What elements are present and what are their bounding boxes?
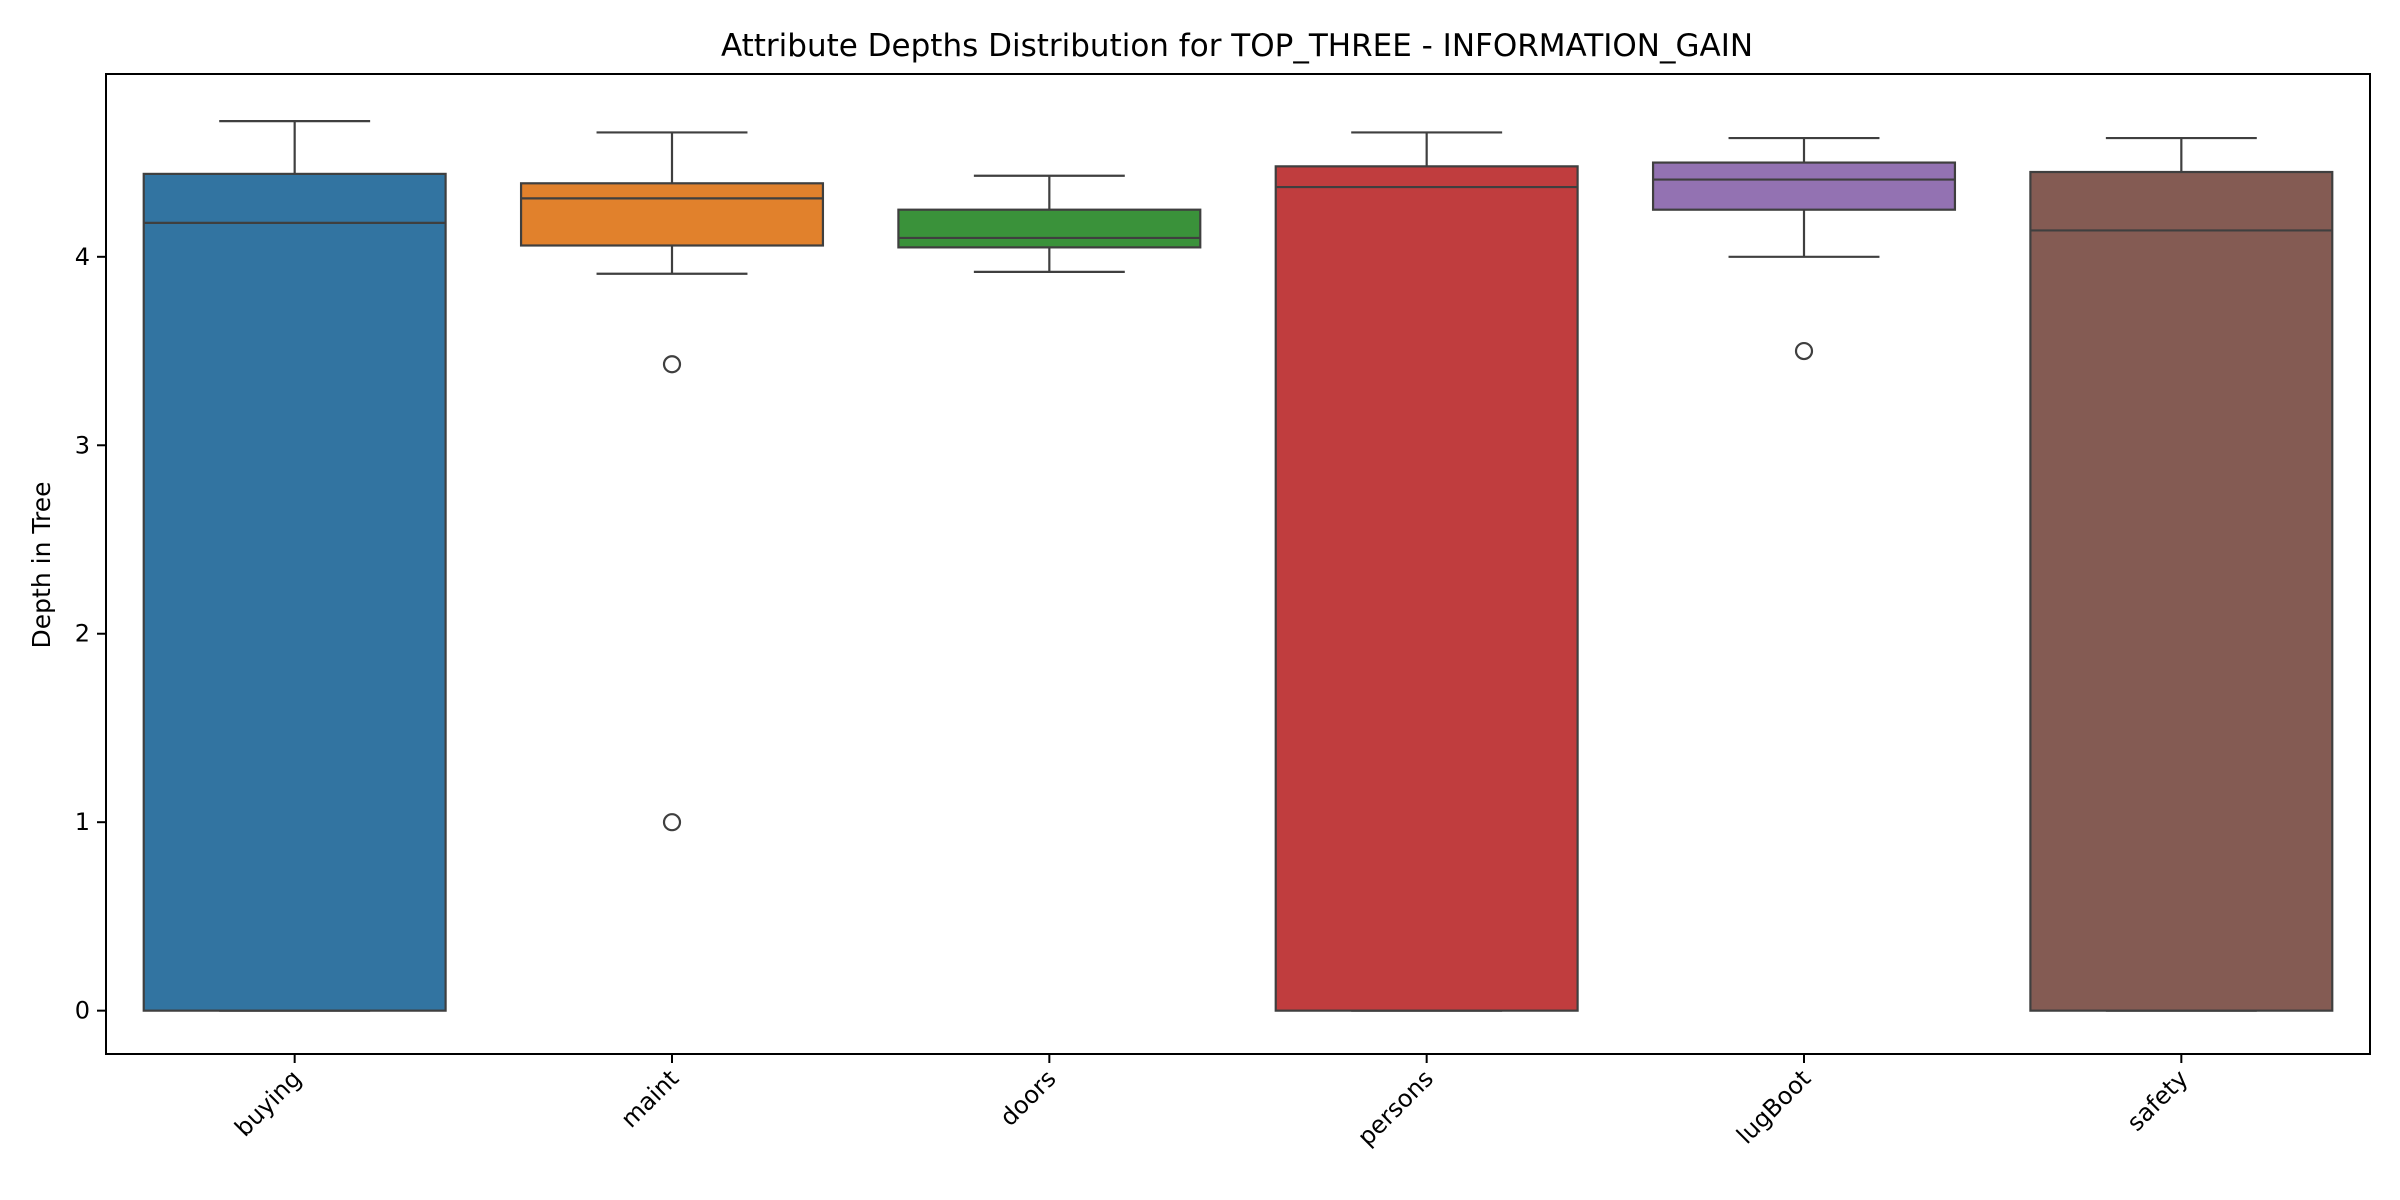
box-safety bbox=[2029, 170, 2334, 1012]
y-tick-label-0: 0 bbox=[75, 997, 90, 1025]
outlier-maint bbox=[662, 355, 682, 374]
outlier-maint bbox=[662, 813, 682, 832]
box-persons bbox=[1274, 165, 1579, 1012]
y-tick-label-4: 4 bbox=[75, 243, 90, 271]
y-tick-label-1: 1 bbox=[75, 808, 90, 836]
y-tick-label-2: 2 bbox=[75, 620, 90, 648]
box-buying bbox=[142, 172, 447, 1012]
box-lugboot bbox=[1651, 161, 1957, 211]
box-maint bbox=[519, 182, 825, 247]
y-tick-label-3: 3 bbox=[75, 431, 90, 459]
chart-title: Attribute Depths Distribution for TOP_TH… bbox=[721, 28, 1753, 64]
plot-frame bbox=[105, 73, 2371, 1055]
box-doors bbox=[897, 208, 1202, 249]
outlier-lugboot bbox=[1794, 341, 1814, 361]
y-axis-label: Depth in Tree bbox=[27, 482, 56, 649]
